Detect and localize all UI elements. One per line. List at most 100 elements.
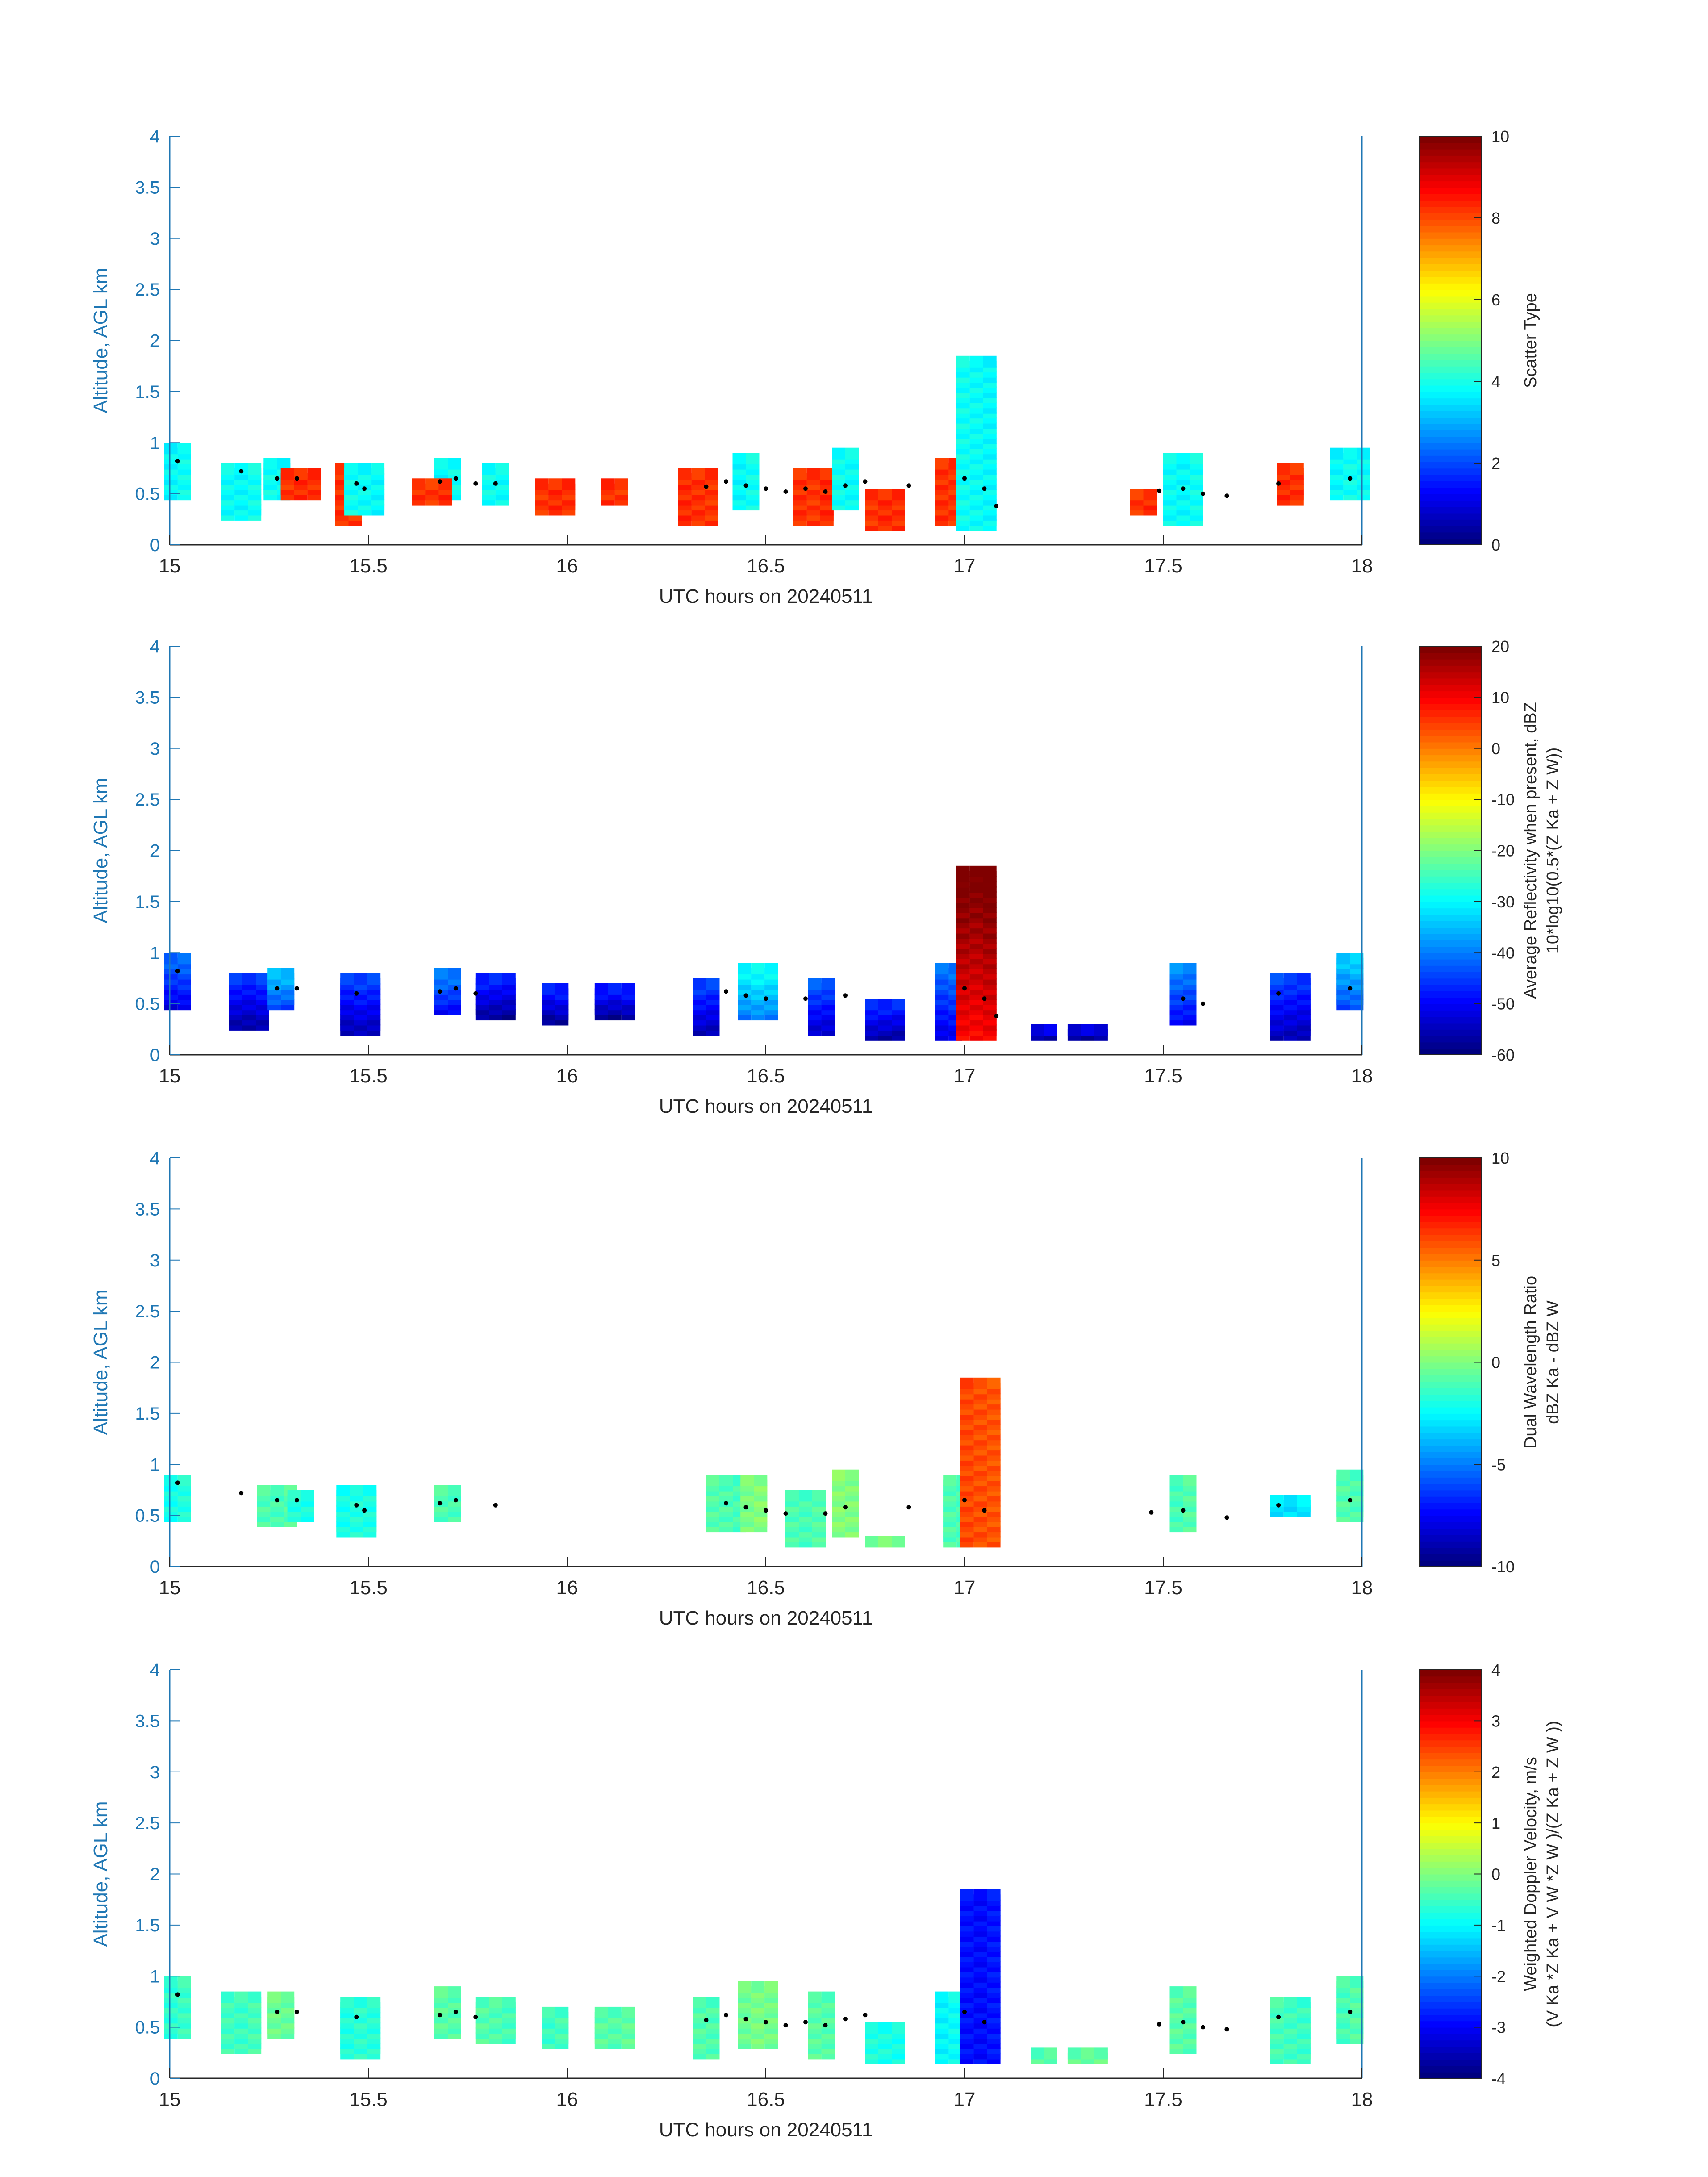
data-column [1330, 447, 1370, 501]
marker-point [743, 2017, 748, 2022]
colorbar-swatch [1419, 296, 1482, 303]
data-column [434, 1986, 461, 2039]
marker-point [982, 1508, 987, 1513]
colorbar-swatch [1419, 1835, 1482, 1843]
data-cell [621, 983, 635, 995]
data-cell [845, 1469, 859, 1481]
data-cell [746, 453, 760, 465]
data-cell [502, 1997, 516, 2008]
colorbar-tick-label: -10 [1491, 1558, 1515, 1576]
data-column [164, 1475, 191, 1522]
marker-point [438, 479, 443, 484]
colorbar-swatch [1419, 812, 1482, 819]
colorbar-swatch [1419, 710, 1482, 717]
colorbar-swatch [1419, 1190, 1482, 1197]
marker-point [962, 2010, 967, 2014]
colorbar-swatch [1419, 309, 1482, 316]
colorbar-tick-label: 4 [1491, 1661, 1500, 1679]
colorbar-swatch [1419, 270, 1482, 277]
colorbar-swatch [1419, 1349, 1482, 1357]
data-cell [434, 1986, 448, 1998]
colorbar-swatch [1419, 831, 1482, 838]
colorbar-swatch [1419, 1311, 1482, 1318]
colorbar-swatch [1419, 347, 1482, 354]
colorbar-swatch [1419, 1407, 1482, 1414]
data-cell [740, 1475, 754, 1487]
data-cell [164, 1475, 178, 1487]
colorbar-swatch [1419, 869, 1482, 877]
data-cell [1270, 1997, 1284, 2008]
y-axis-label: Altitude, AGL km [90, 777, 112, 923]
colorbar-swatch [1419, 493, 1482, 501]
colorbar-tick-label: 8 [1491, 209, 1500, 227]
colorbar-swatch [1419, 1861, 1482, 1868]
x-tick-label: 17.5 [1144, 555, 1182, 577]
marker-point [239, 1491, 244, 1496]
marker-point [453, 476, 458, 481]
x-tick-label: 16 [556, 1065, 578, 1087]
colorbar-swatch [1419, 1560, 1482, 1567]
marker-point [438, 989, 443, 994]
x-tick-label: 16 [556, 555, 578, 577]
colorbar-tick-label: -4 [1491, 2069, 1506, 2088]
marker-point [764, 486, 768, 491]
colorbar-label: Dual Wavelength Ratio [1521, 1276, 1540, 1449]
colorbar-swatch [1419, 1426, 1482, 1433]
colorbar-tick-label: -2 [1491, 1967, 1506, 1985]
data-column [793, 468, 834, 526]
data-cell [821, 1991, 835, 2003]
data-cell [693, 978, 706, 990]
data-column [1169, 1475, 1197, 1533]
colorbar-swatch [1419, 889, 1482, 896]
colorbar-tick-label: 3 [1491, 1712, 1500, 1730]
colorbar-swatch [1419, 908, 1482, 915]
x-tick-label: 18 [1351, 1577, 1373, 1599]
data-cell [562, 478, 576, 490]
data-cell [983, 865, 997, 877]
marker-point [906, 483, 911, 488]
marker-point [1276, 2014, 1281, 2019]
data-cell [878, 489, 892, 501]
data-cell [738, 963, 752, 975]
data-cell [608, 983, 622, 995]
colorbar-swatch [1419, 200, 1482, 207]
data-cell [1350, 953, 1364, 965]
colorbar-swatch [1419, 1842, 1482, 1849]
colorbar-tick-label: 10 [1491, 688, 1509, 706]
data-cell [892, 2022, 905, 2034]
data-cell [892, 999, 905, 1011]
marker-point [764, 2020, 768, 2025]
marker-point [724, 2013, 728, 2018]
marker-point [743, 1505, 748, 1510]
data-cell [608, 2006, 622, 2018]
colorbar-swatch [1419, 1247, 1482, 1254]
y-tick-label: 0.5 [135, 994, 160, 1014]
data-cell [845, 447, 859, 460]
data-column [344, 463, 385, 516]
data-cell [1183, 1475, 1197, 1487]
panel-4: 0 0.5 1 1.5 2 2.5 3 3.5 4 15 15.5 16 16.5 17 17.5 18 UTC… [90, 1660, 1562, 2141]
colorbar-swatch [1419, 1381, 1482, 1388]
colorbar-swatch [1419, 1029, 1482, 1036]
data-cell [892, 489, 905, 501]
colorbar-swatch [1419, 2021, 1482, 2028]
data-cell [1044, 1024, 1057, 1036]
data-column [865, 1536, 905, 1548]
data-column [412, 478, 452, 506]
y-tick-label: 1.5 [135, 1916, 160, 1935]
colorbar-swatch [1419, 532, 1482, 539]
data-column [956, 865, 997, 1041]
x-tick-label: 17 [954, 1065, 976, 1087]
data-cell [706, 1475, 719, 1487]
data-column [594, 2006, 635, 2049]
data-cell [489, 1997, 502, 2008]
x-tick-label: 15.5 [349, 2089, 388, 2110]
x-tick-label: 17.5 [1144, 2089, 1182, 2110]
data-cell [751, 1981, 765, 1993]
marker-point [1276, 481, 1281, 486]
data-cell [277, 458, 291, 470]
data-cell [350, 1485, 363, 1496]
x-tick-label: 16.5 [747, 2089, 785, 2110]
data-cell [706, 1997, 720, 2008]
colorbar-tick-label: 0 [1491, 740, 1500, 758]
